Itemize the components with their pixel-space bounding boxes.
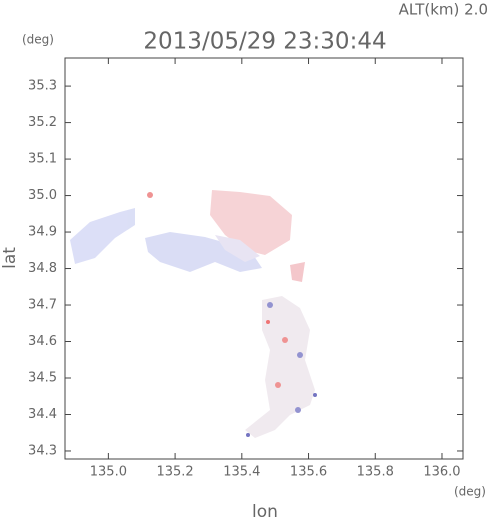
chart-title: 2013/05/29 23:30:44 [143, 29, 386, 55]
x-tick-label: 136.0 [423, 465, 460, 480]
y-tick-label: 35.3 [28, 79, 57, 94]
echo [70, 208, 135, 264]
echo [266, 320, 270, 324]
echo [275, 382, 281, 388]
echoes [70, 190, 317, 438]
echo [245, 296, 315, 438]
x-tick-label: 135.8 [357, 465, 394, 480]
echo [145, 232, 262, 272]
echo [147, 192, 153, 198]
y-tick-label: 35.1 [28, 152, 57, 167]
y-tick-label: 34.8 [28, 261, 57, 276]
y-tick-label: 34.4 [28, 407, 57, 422]
x-tick-label: 135.6 [290, 465, 327, 480]
altitude-label: ALT(km) 2.0 [399, 1, 488, 19]
echo [267, 302, 273, 308]
echo [297, 352, 303, 358]
x-tick-label: 135.2 [156, 465, 193, 480]
y-unit: (deg) [22, 33, 54, 47]
y-axis-label: lat [0, 247, 20, 269]
plot-frame [64, 57, 464, 460]
echo [282, 337, 288, 343]
y-tick-label: 34.7 [28, 298, 57, 313]
echo [215, 235, 260, 262]
x-tick-label: 135.4 [223, 465, 260, 480]
y-tick-label: 34.3 [28, 443, 57, 458]
y-tick-label: 34.9 [28, 225, 57, 240]
echo [313, 393, 317, 397]
x-tick-label: 135.0 [90, 465, 127, 480]
y-tick-label: 34.6 [28, 334, 57, 349]
x-unit: (deg) [454, 485, 486, 499]
y-tick-label: 34.5 [28, 370, 57, 385]
echo [290, 262, 305, 282]
y-tick-label: 35.2 [28, 115, 57, 130]
y-tick-label: 35.0 [28, 188, 57, 203]
x-axis-label: lon [252, 502, 278, 521]
echo [295, 407, 301, 413]
echo [246, 433, 250, 437]
